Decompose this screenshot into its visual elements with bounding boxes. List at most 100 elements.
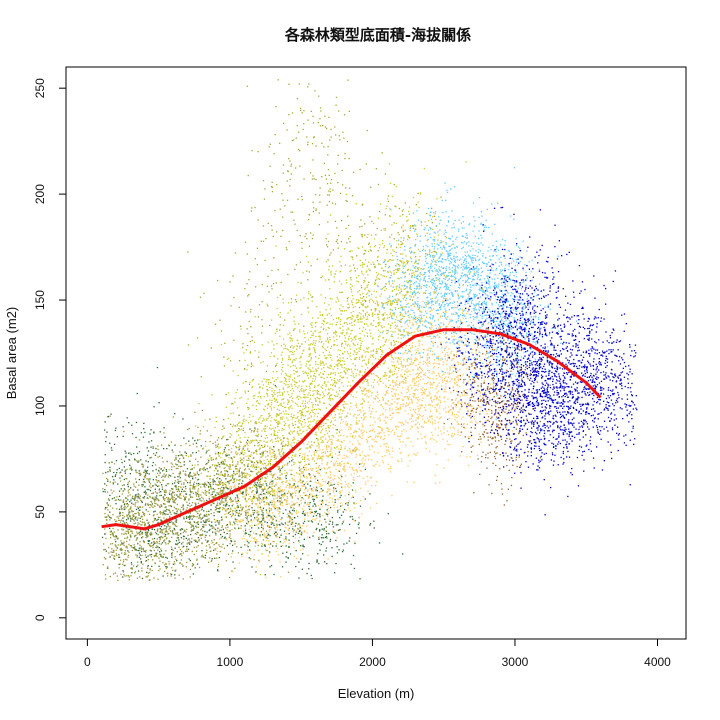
data-point [129,515,131,517]
data-point [107,566,109,568]
data-point [247,514,249,517]
data-point [277,395,279,397]
data-point [335,96,338,99]
data-point [293,541,295,544]
data-point [275,434,277,437]
data-point [140,546,142,548]
data-point [409,229,411,232]
data-point [140,547,142,549]
data-point [331,434,333,437]
data-point [419,310,421,312]
data-point [370,234,373,236]
data-point [133,515,135,517]
data-point [251,486,254,488]
data-point [207,485,210,488]
data-point [173,496,175,499]
data-point [306,572,308,575]
data-point [171,548,173,550]
data-point [254,545,256,547]
data-point [139,529,142,531]
data-point [156,519,158,521]
data-point [205,452,207,454]
data-point [102,488,104,490]
data-point [270,526,272,529]
data-point [159,553,161,556]
data-point [268,492,271,494]
data-point [117,498,120,501]
data-point [135,469,137,471]
data-point [145,534,147,536]
data-point [104,516,106,518]
data-point [163,503,165,505]
data-point [286,437,288,439]
data-point [166,526,168,528]
data-point [236,453,238,456]
data-point [269,501,271,503]
data-point [127,554,130,556]
data-point [311,488,313,490]
data-point [259,461,261,463]
data-point [264,462,266,465]
data-point [270,420,272,422]
data-point [174,547,176,549]
chart-title: 各森林類型底面積-海拔關係 [284,26,471,44]
data-point [381,288,383,290]
data-point [220,479,223,481]
data-point [174,525,177,527]
data-point [319,549,321,551]
data-point [166,448,168,450]
data-point [194,540,197,543]
data-point [342,400,344,403]
data-point [327,240,330,243]
data-point [114,539,116,541]
data-point [219,502,221,504]
data-point [364,223,366,225]
data-point [205,463,207,466]
data-point [313,370,315,372]
data-point [387,260,389,263]
data-point [175,532,177,534]
data-point [312,535,314,537]
data-point [337,393,339,395]
data-point [288,539,290,541]
data-point [256,512,258,514]
data-point [307,339,309,341]
data-point [328,200,331,203]
data-point [116,547,118,549]
data-point [196,493,199,495]
data-point [220,493,222,495]
data-point [134,571,137,573]
data-point [306,429,308,431]
data-point [181,555,183,557]
data-point [306,270,308,272]
data-point [209,481,212,484]
data-point [261,542,263,544]
data-point [179,454,181,456]
data-point [150,500,152,503]
data-point [298,540,300,542]
data-point [195,522,197,524]
data-point [125,530,127,532]
data-point [228,449,230,451]
data-point [292,329,295,331]
data-point [118,567,120,569]
data-point [352,482,354,484]
data-point [225,516,227,518]
data-point [106,506,108,509]
data-point [200,456,202,458]
data-point [217,470,219,472]
data-point [171,483,174,485]
data-point [179,451,181,453]
data-point [152,461,154,464]
data-point [256,497,258,499]
data-point [360,302,362,304]
data-point [111,554,113,556]
data-point [157,456,159,458]
data-point [129,512,131,514]
data-point [290,301,292,304]
data-point [248,279,250,281]
data-point [173,491,175,493]
data-point [327,354,329,356]
data-point [248,450,250,452]
data-point [266,385,268,387]
